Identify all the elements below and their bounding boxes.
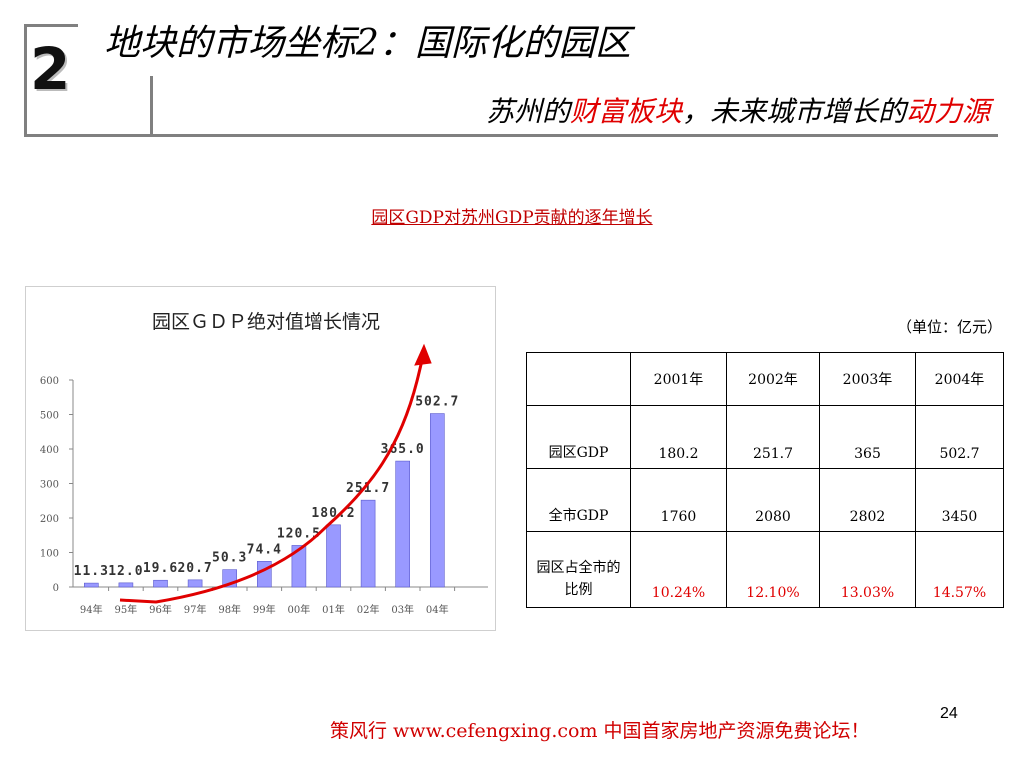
chart-caption-text: 园区GDP对苏州GDP贡献的逐年增长 — [371, 208, 653, 228]
x-tick-label: 00年 — [288, 603, 311, 616]
x-tick-label: 02年 — [357, 603, 380, 616]
section-number: 2 — [30, 35, 71, 103]
chart-title: 园区ＧＤＰ绝对值增长情况 — [152, 311, 381, 333]
y-tick-label: 400 — [40, 445, 59, 456]
x-tick-label: 04年 — [426, 603, 449, 616]
bar-data-label: 12.0 — [108, 564, 143, 579]
table-row: 园区GDP 180.2 251.7 365 502.7 — [526, 405, 1004, 469]
x-tick-label: 96年 — [149, 603, 172, 616]
header-frame-top — [24, 24, 78, 27]
bar — [257, 561, 272, 588]
subtitle-part-2: ，未来城市增长的 — [681, 95, 906, 128]
page-subtitle: 苏州的财富板块，未来城市增长的动力源 — [486, 90, 990, 130]
bar-data-label: 11.3 — [74, 564, 109, 579]
x-tick-label: 03年 — [391, 603, 414, 616]
table-cell: 365 — [819, 405, 916, 469]
bar — [429, 413, 445, 588]
header-frame-left — [24, 24, 27, 136]
table-cell-percent: 14.57% — [915, 531, 1004, 608]
table-row-label: 园区GDP — [526, 405, 631, 469]
table-cell: 251.7 — [726, 405, 820, 469]
table-row: 全市GDP 1760 2080 2802 3450 — [526, 468, 1004, 532]
table-corner-cell — [526, 352, 631, 406]
bar-data-label: 19.6 — [143, 561, 178, 576]
page-number: 24 — [940, 705, 958, 722]
bar — [153, 579, 168, 588]
unit-label: （单位：亿元） — [896, 318, 1002, 336]
table-header-row: 2001年 2002年 2003年 2004年 — [526, 352, 1004, 406]
y-tick-label: 600 — [40, 376, 59, 387]
table-header-cell: 2003年 — [819, 352, 916, 406]
table-header-cell: 2002年 — [726, 352, 820, 406]
bar — [187, 579, 203, 588]
header-frame-divider — [150, 76, 153, 136]
bar — [360, 499, 376, 588]
table-header-cell: 2004年 — [915, 352, 1004, 406]
y-tick-label: 100 — [40, 549, 59, 560]
table-cell: 3450 — [915, 468, 1004, 532]
y-tick-label: 200 — [40, 514, 59, 525]
table-cell-percent: 12.10% — [726, 531, 820, 608]
x-tick-label: 98年 — [218, 603, 241, 616]
table-cell: 180.2 — [630, 405, 727, 469]
table-cell: 502.7 — [915, 405, 1004, 469]
table-cell-percent: 10.24% — [630, 531, 727, 608]
trend-arrow-head — [414, 343, 432, 366]
table-row: 园区占全市的比例 10.24% 12.10% 13.03% 14.57% — [526, 531, 1004, 608]
bar-data-label: 20.7 — [177, 561, 212, 576]
bar-data-label: 251.7 — [346, 481, 390, 496]
bar — [83, 582, 99, 588]
trend-arrow-line — [119, 351, 426, 604]
table-cell: 2080 — [726, 468, 820, 532]
bar-data-label: 120.5 — [277, 526, 321, 541]
subtitle-highlight-2: 动力源 — [905, 95, 990, 128]
table-cell-percent: 13.03% — [819, 531, 916, 608]
bar — [291, 545, 307, 588]
gdp-table: 2001年 2002年 2003年 2004年 园区GDP 180.2 251.… — [526, 352, 1004, 608]
table-cell: 2802 — [819, 468, 916, 532]
y-tick-label: 0 — [53, 583, 59, 594]
gdp-bar-chart: 0 100 200 300 400 500 600 11.3 94年 12.0 95年 19.6 96年… — [40, 343, 488, 616]
y-tick-label: 500 — [40, 411, 59, 422]
table-header-cell: 2001年 — [630, 352, 727, 406]
x-tick-label: 99年 — [253, 603, 276, 616]
x-tick-label: 01年 — [322, 603, 345, 616]
y-tick-label: 300 — [40, 480, 59, 491]
subtitle-highlight-1: 财富板块 — [569, 95, 682, 128]
table-row-label: 园区占全市的比例 — [526, 531, 631, 608]
header-frame-bottom — [24, 134, 998, 137]
table-row-label: 全市GDP — [526, 468, 631, 532]
bar-data-label: 50.3 — [212, 551, 247, 566]
x-tick-label: 97年 — [184, 603, 207, 616]
chart-caption: 园区GDP对苏州GDP贡献的逐年增长 — [0, 203, 1024, 228]
bar — [118, 582, 134, 588]
footer-link-text[interactable]: 策风行 www.cefengxing.com 中国首家房地产资源免费论坛！ — [330, 720, 870, 742]
bar — [395, 460, 411, 588]
x-tick-label: 94年 — [80, 603, 103, 616]
bar-data-label: 502.7 — [415, 395, 459, 410]
x-tick-label: 95年 — [115, 603, 138, 616]
gdp-chart-panel: 园区ＧＤＰ绝对值增长情况 0 100 200 300 400 500 600 11.3 94年 1… — [25, 286, 496, 631]
bar-data-label: 74.4 — [247, 542, 282, 557]
bar — [326, 524, 341, 588]
table-cell: 1760 — [630, 468, 727, 532]
page-title: 地块的市场坐标2：国际化的园区 — [104, 23, 631, 64]
subtitle-part-1: 苏州的 — [485, 95, 570, 128]
